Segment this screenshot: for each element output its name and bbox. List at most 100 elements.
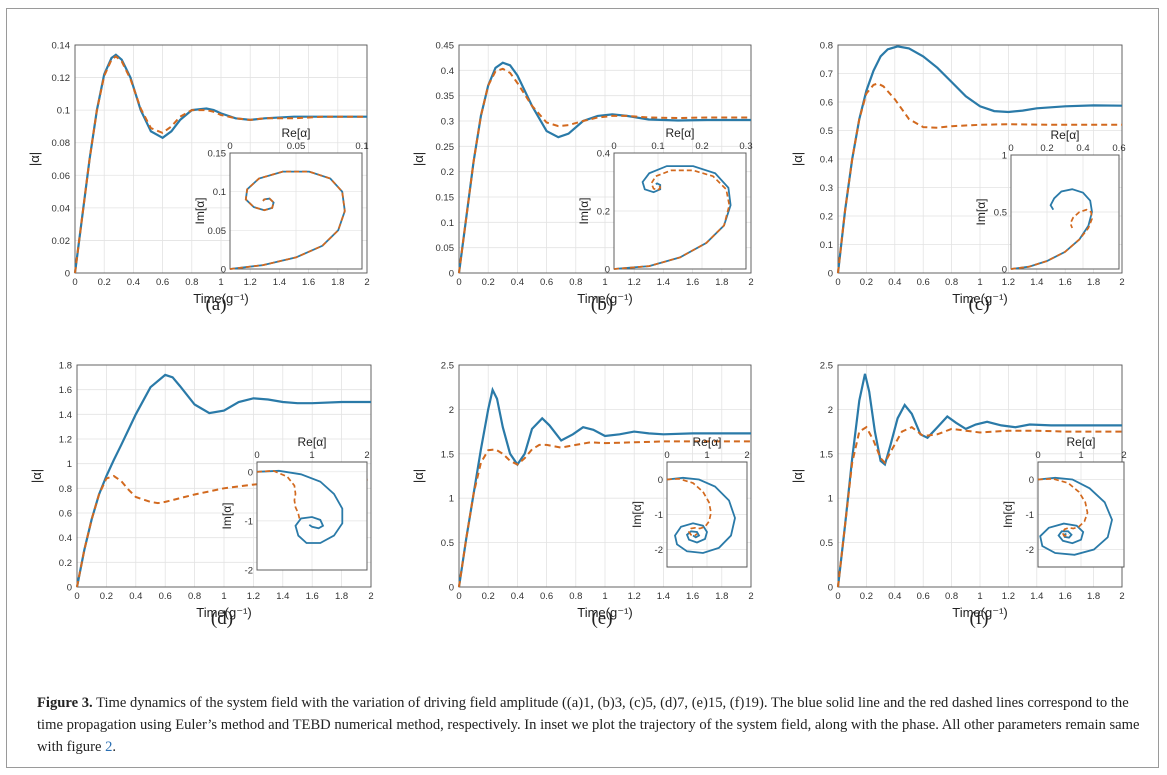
x-tick-label: 0 bbox=[72, 277, 77, 288]
y-tick-label: 0 bbox=[828, 269, 833, 280]
inset-y-axis-label: Im[α] bbox=[974, 199, 988, 226]
inset-x-tick-label: 0.2 bbox=[1040, 143, 1053, 154]
x-tick-label: 0.2 bbox=[98, 277, 111, 288]
x-tick-label: 0.2 bbox=[860, 277, 873, 288]
caption-end: . bbox=[112, 739, 117, 755]
inset-euler-trajectory bbox=[1037, 476, 1113, 556]
y-tick-label: 0.1 bbox=[441, 218, 454, 229]
x-axis-label: Time(g⁻¹) bbox=[196, 605, 252, 620]
x-tick-label: 1.8 bbox=[335, 591, 348, 602]
x-tick-label: 2 bbox=[748, 277, 753, 288]
inset-x-tick-label: 2 bbox=[744, 450, 749, 461]
x-tick-label: 1.2 bbox=[628, 591, 641, 602]
inset-y-tick-label: 0.4 bbox=[597, 149, 610, 160]
x-tick-label: 0.2 bbox=[482, 277, 495, 288]
x-tick-label: 1.6 bbox=[306, 591, 319, 602]
y-tick-label: 0.3 bbox=[441, 117, 454, 128]
inset-plot: 0 0.05 0.1 0 0.05 0.1 0.15 Re[α] Im[α] bbox=[193, 126, 369, 276]
chart-panel-d: 0 0.2 0.4 0.6 0.8 1 1.2 1.4 1.6 1.8 2 0 0.2 0.4 0.6 0.8… bbox=[29, 361, 374, 630]
inset-y-tick-label: -1 bbox=[1026, 510, 1034, 521]
figure-caption: Figure 3. Time dynamics of the system fi… bbox=[37, 692, 1147, 758]
inset-x-axis-label: Re[α] bbox=[1051, 128, 1080, 142]
y-tick-label: 2.5 bbox=[441, 361, 454, 372]
tebd-series-line bbox=[458, 440, 751, 588]
x-tick-label: 0.4 bbox=[888, 277, 901, 288]
y-tick-label: 0.3 bbox=[820, 183, 833, 194]
x-tick-label: 0.8 bbox=[945, 277, 958, 288]
caption-figure-link[interactable]: 2 bbox=[105, 739, 113, 755]
inset-y-tick-label: 0 bbox=[221, 265, 226, 276]
inset-x-tick-label: 0.3 bbox=[739, 141, 752, 152]
x-tick-label: 1 bbox=[218, 277, 223, 288]
tebd-series-line bbox=[837, 425, 1122, 588]
x-tick-label: 2 bbox=[1119, 277, 1124, 288]
plot-frame bbox=[74, 44, 368, 274]
plot-frame bbox=[76, 364, 372, 588]
x-tick-label: 0.2 bbox=[482, 591, 495, 602]
y-tick-label: 0 bbox=[67, 583, 72, 594]
x-tick-label: 1.2 bbox=[628, 277, 641, 288]
x-tick-label: 2 bbox=[364, 277, 369, 288]
y-tick-label: 0.4 bbox=[59, 533, 72, 544]
y-tick-label: 1.8 bbox=[59, 361, 72, 372]
inset-y-tick-label: 0.05 bbox=[208, 226, 227, 237]
y-tick-label: 0.35 bbox=[436, 91, 455, 102]
inset-y-tick-label: -1 bbox=[245, 516, 253, 527]
x-tick-label: 1.6 bbox=[686, 277, 699, 288]
y-tick-label: 0.8 bbox=[59, 484, 72, 495]
inset-y-tick-label: 0 bbox=[1029, 475, 1034, 486]
x-tick-label: 1.4 bbox=[1030, 277, 1043, 288]
tebd-series-line bbox=[76, 474, 372, 588]
inset-y-axis-label: Im[α] bbox=[193, 198, 207, 225]
inset-x-tick-label: 1 bbox=[704, 450, 709, 461]
inset-x-axis-label: Re[α] bbox=[1067, 435, 1096, 449]
inset-y-tick-label: 1 bbox=[1002, 151, 1007, 162]
x-tick-label: 1.6 bbox=[1059, 591, 1072, 602]
y-tick-label: 0.6 bbox=[59, 509, 72, 520]
y-tick-label: 0.06 bbox=[52, 171, 71, 182]
y-tick-label: 0.15 bbox=[436, 193, 455, 204]
y-tick-label: 0.6 bbox=[820, 98, 833, 109]
x-tick-label: 0.8 bbox=[569, 591, 582, 602]
y-tick-label: 0.12 bbox=[52, 73, 71, 84]
y-tick-label: 0 bbox=[828, 583, 833, 594]
x-tick-label: 1 bbox=[977, 591, 982, 602]
x-tick-label: 0 bbox=[74, 591, 79, 602]
inset-tebd-trajectory bbox=[666, 477, 712, 537]
inset-border bbox=[1037, 461, 1125, 568]
inset-x-axis-label: Re[α] bbox=[666, 126, 695, 140]
y-tick-label: 0.7 bbox=[820, 69, 833, 80]
x-tick-label: 0.4 bbox=[127, 277, 140, 288]
x-tick-label: 1.8 bbox=[715, 591, 728, 602]
x-tick-label: 1.4 bbox=[1030, 591, 1043, 602]
y-tick-label: 0.2 bbox=[441, 167, 454, 178]
x-tick-label: 1.6 bbox=[1059, 277, 1072, 288]
x-tick-label: 1.8 bbox=[1087, 591, 1100, 602]
x-tick-label: 2 bbox=[368, 591, 373, 602]
panel-label: (c) bbox=[968, 294, 989, 315]
inset-y-axis-label: Im[α] bbox=[577, 198, 591, 225]
y-tick-label: 0.2 bbox=[59, 558, 72, 569]
y-tick-label: 2.5 bbox=[820, 361, 833, 372]
x-tick-label: 0.8 bbox=[185, 277, 198, 288]
inset-x-tick-label: 0.4 bbox=[1076, 143, 1089, 154]
x-tick-label: 0.6 bbox=[540, 591, 553, 602]
caption-label: Figure 3. bbox=[37, 695, 93, 711]
chart-panel-a: 0 0.2 0.4 0.6 0.8 1 1.2 1.4 1.6 1.8 2 0 0.02 0.04 0.06… bbox=[27, 41, 370, 316]
inset-border bbox=[256, 461, 368, 571]
y-axis-label: |α| bbox=[411, 469, 426, 483]
y-tick-label: 0 bbox=[449, 583, 454, 594]
x-tick-label: 0.4 bbox=[888, 591, 901, 602]
inset-x-axis-label: Re[α] bbox=[298, 435, 327, 449]
x-tick-label: 1.2 bbox=[247, 591, 260, 602]
y-tick-label: 1.4 bbox=[59, 410, 72, 421]
x-tick-label: 1.6 bbox=[302, 277, 315, 288]
panel-label: (d) bbox=[211, 608, 233, 629]
plot-frame bbox=[458, 44, 752, 274]
inset-plot: 0 1 2 -2 -1 0 Re[α] Im[α] bbox=[220, 435, 370, 577]
x-tick-label: 2 bbox=[1119, 591, 1124, 602]
y-tick-label: 1 bbox=[449, 494, 454, 505]
inset-x-tick-label: 2 bbox=[1121, 450, 1126, 461]
inset-y-tick-label: -1 bbox=[655, 510, 663, 521]
x-tick-label: 1 bbox=[977, 277, 982, 288]
